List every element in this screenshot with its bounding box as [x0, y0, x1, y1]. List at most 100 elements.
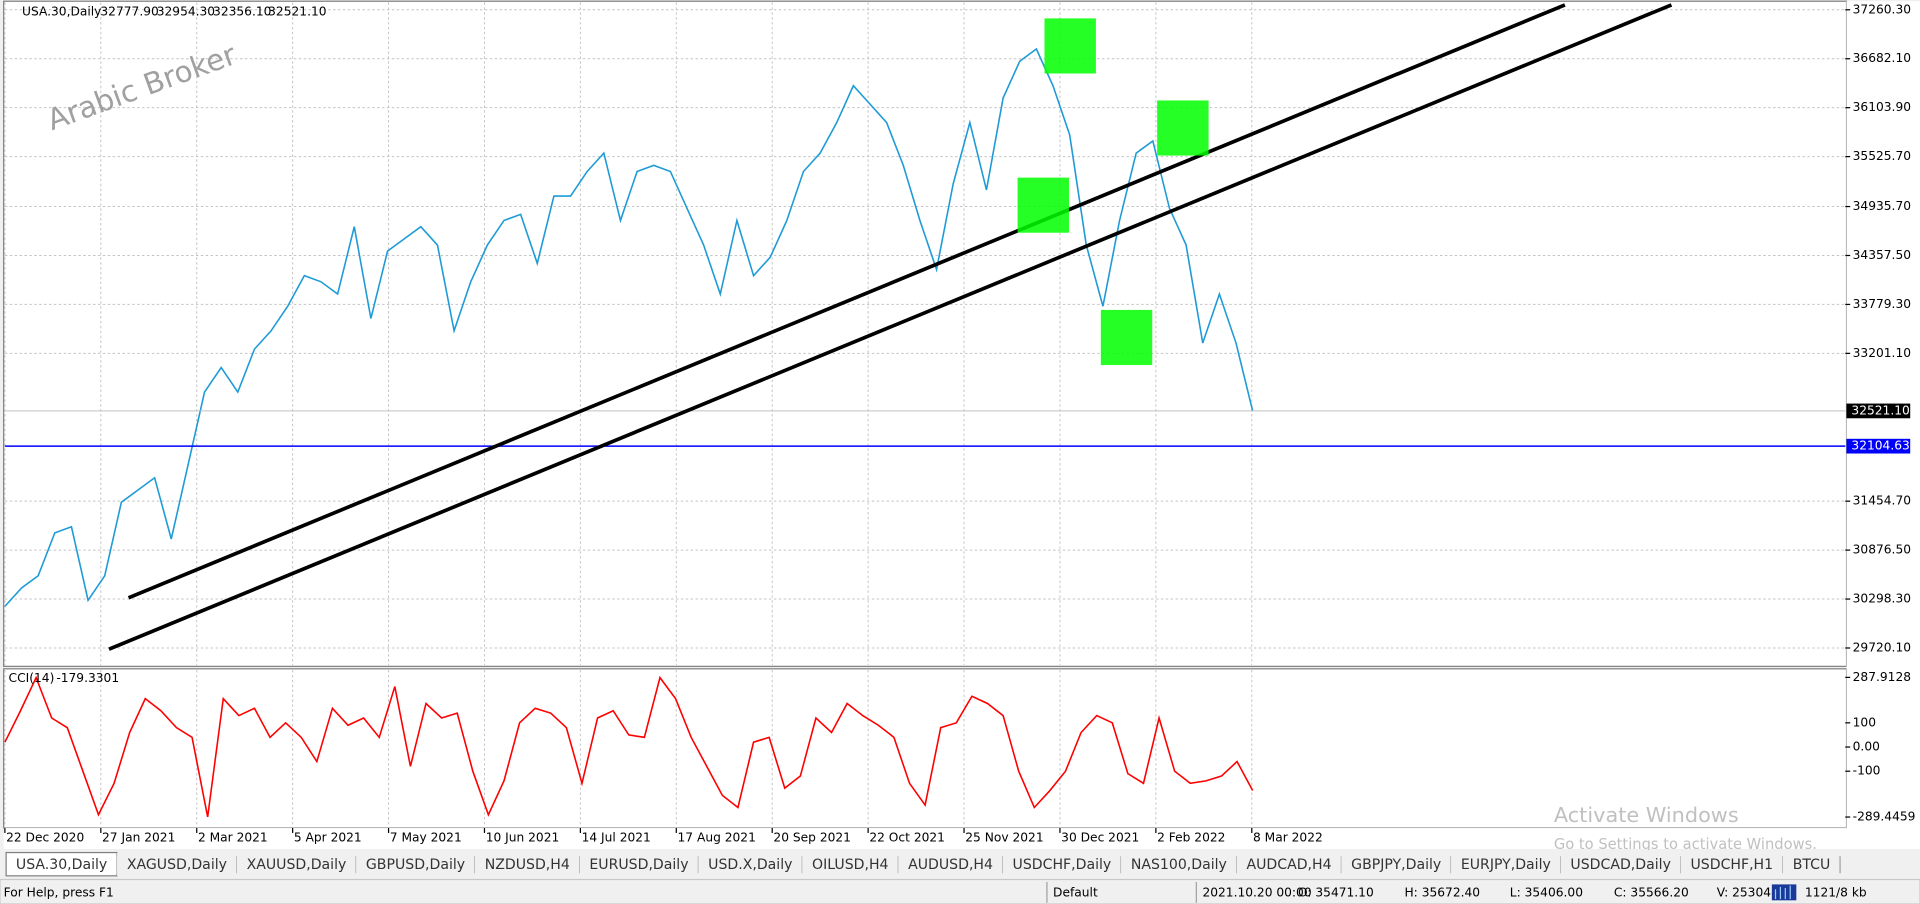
time-scale	[3, 828, 1920, 849]
tab[interactable]: USD.X,Daily	[698, 852, 803, 876]
status-bar: For Help, press F1 Default 2021.10.20 00…	[0, 878, 1920, 904]
activation-hint: Go to Settings to activate Windows.	[1554, 836, 1817, 853]
tab[interactable]: USDCAD,Daily	[1560, 852, 1682, 876]
close-price: 32521.10	[268, 5, 326, 19]
tab[interactable]: NAS100,Daily	[1121, 852, 1238, 876]
tab-bg[interactable]	[1680, 852, 1783, 876]
support-label: 32104.63	[1851, 439, 1909, 453]
status-traffic: 1121/8 kb	[1805, 885, 1867, 899]
last-price-label: 32521.10	[1851, 403, 1909, 417]
tab-label[interactable]: NZDUSD,H4	[485, 857, 570, 873]
tab[interactable]: EURJPY,Daily	[1451, 852, 1562, 876]
trend-line	[127, 3, 1566, 600]
status-bg	[0, 878, 1920, 904]
tab-bg[interactable]	[1560, 852, 1681, 876]
x-tick-label: 7 May 2021	[390, 830, 462, 844]
tab[interactable]: USDCHF,H1	[1680, 852, 1784, 876]
tab-bg[interactable]	[1451, 852, 1561, 876]
tab[interactable]: USDCHF,Daily	[1002, 852, 1122, 876]
open-price: 32777.90	[100, 5, 158, 19]
y-tick-label: -100	[1853, 764, 1881, 778]
tab-label[interactable]: USD.X,Daily	[708, 857, 792, 873]
tab-bg[interactable]	[236, 852, 357, 876]
tab-bg[interactable]	[1002, 852, 1122, 876]
tab-label[interactable]: USA.30,Daily	[16, 857, 107, 873]
y-tick-label: 30298.30	[1853, 592, 1911, 606]
tab[interactable]: AUDUSD,H4	[898, 852, 1004, 876]
status-low: L: 35406.00	[1510, 885, 1583, 899]
tab-label[interactable]: XAUUSD,Daily	[247, 857, 347, 873]
x-tick-label: 27 Jan 2021	[102, 830, 175, 844]
tab-bg[interactable]	[898, 852, 1003, 876]
plot: 37260.30 36682.10 36103.90 35525.70 34935.70…	[4, 2, 1916, 844]
tab-bg[interactable]	[1341, 852, 1452, 876]
tab-bg[interactable]	[1121, 852, 1237, 876]
tab-bg[interactable]	[579, 852, 699, 876]
y-tick-label: 34357.50	[1853, 248, 1911, 262]
tab-bg[interactable]	[698, 852, 803, 876]
last-price-bg	[1846, 403, 1911, 419]
indicator-name: CCI(14)	[9, 671, 55, 685]
tab-label[interactable]: USDCHF,Daily	[1013, 857, 1112, 873]
tab[interactable]: NZDUSD,H4	[474, 852, 581, 876]
y-tick-label: 29720.10	[1853, 640, 1911, 654]
indicator-value: -179.3301	[56, 671, 119, 685]
status-volume: V: 253048	[1717, 885, 1779, 899]
tab[interactable]: GBPJPY,Daily	[1341, 852, 1452, 876]
x-tick-label: 5 Apr 2021	[294, 830, 362, 844]
x-tick-label: 2 Mar 2021	[198, 830, 268, 844]
y-tick-label: 35525.70	[1853, 149, 1911, 163]
y-tick-label: 37260.30	[1853, 2, 1911, 16]
status-help: For Help, press F1	[4, 885, 114, 899]
low-price: 32356.10	[213, 5, 271, 19]
tab[interactable]: XAGUSD,Daily	[117, 852, 238, 876]
tab[interactable]: XAUUSD,Daily	[236, 852, 357, 876]
tab-bg[interactable]	[356, 852, 475, 876]
tab[interactable]: AUDCAD,H4	[1236, 852, 1342, 876]
tab-label[interactable]: USDCHF,H1	[1690, 857, 1773, 873]
tab-label[interactable]: GBPJPY,Daily	[1351, 857, 1441, 873]
tab-label[interactable]: EURJPY,Daily	[1461, 857, 1551, 873]
tab[interactable]: OILUSD,H4	[802, 852, 899, 876]
series-line	[4, 675, 1254, 818]
tab-bg[interactable]	[1782, 852, 1841, 876]
y-tick-label: 30876.50	[1853, 543, 1911, 557]
tab[interactable]: EURUSD,Daily	[579, 852, 699, 876]
x-tick-label: 22 Oct 2021	[869, 830, 945, 844]
tab-label[interactable]: USDCAD,Daily	[1570, 857, 1670, 873]
highlight-box	[1157, 100, 1209, 156]
y-tick-label: 0.00	[1853, 740, 1880, 754]
tab[interactable]: BTCU	[1782, 852, 1841, 876]
y-tick-label: 33201.10	[1853, 346, 1911, 360]
tab-label[interactable]: OILUSD,H4	[812, 857, 889, 873]
y-tick-label: 287.9128	[1853, 670, 1911, 684]
highlight-box	[1044, 18, 1096, 74]
x-tick-label: 14 Jul 2021	[582, 830, 651, 844]
highlight-box	[1017, 177, 1069, 233]
y-tick-label: 100	[1853, 715, 1876, 729]
tab-label[interactable]: NAS100,Daily	[1131, 857, 1227, 873]
y-tick-label: -289.4459	[1853, 810, 1916, 824]
tab-label[interactable]: BTCU	[1793, 857, 1831, 873]
tab-label[interactable]: XAGUSD,Daily	[127, 857, 227, 873]
high-price: 32954.30	[157, 5, 215, 19]
tab[interactable]: USA.30,Daily	[5, 851, 118, 877]
x-tick-label: 2 Feb 2022	[1157, 830, 1225, 844]
status-close: C: 35566.20	[1614, 885, 1689, 899]
tab-bg[interactable]	[117, 852, 237, 876]
tab-label[interactable]: EURUSD,Daily	[589, 857, 688, 873]
tab-bg[interactable]	[802, 852, 899, 876]
x-tick-label: 22 Dec 2020	[6, 830, 84, 844]
trend-line	[108, 3, 1673, 651]
highlight-box	[1100, 309, 1153, 366]
price-window	[3, 0, 1848, 667]
tab-label[interactable]: AUDUSD,H4	[908, 857, 993, 873]
tab-label[interactable]: AUDCAD,H4	[1246, 857, 1331, 873]
x-tick-label: 25 Nov 2021	[965, 830, 1043, 844]
x-tick-label: 8 Mar 2022	[1253, 830, 1323, 844]
tab-bg[interactable]	[1236, 852, 1342, 876]
tab-label[interactable]: GBPUSD,Daily	[366, 857, 465, 873]
tab-bg[interactable]	[474, 852, 580, 876]
tab[interactable]: GBPUSD,Daily	[356, 852, 476, 876]
